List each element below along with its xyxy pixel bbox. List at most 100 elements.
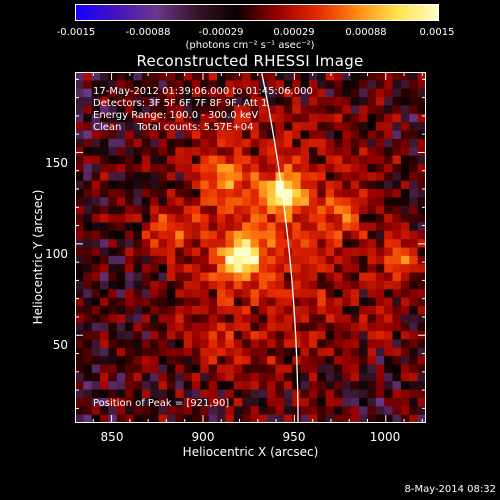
heatmap-cell (108, 414, 118, 423)
heatmap-cell (417, 197, 426, 207)
heatmap-cell (192, 138, 201, 148)
heatmap-cell (334, 230, 344, 240)
heatmap-cell (75, 138, 84, 148)
heatmap-cell (75, 189, 84, 198)
heatmap-cell (342, 180, 352, 190)
heatmap-cell (158, 356, 168, 366)
heatmap-cell (325, 97, 335, 107)
heatmap-cell (367, 172, 377, 182)
heatmap-cell (200, 347, 210, 357)
heatmap-cell (108, 172, 118, 182)
heatmap-cell (116, 289, 126, 299)
heatmap-cell (250, 180, 260, 190)
heatmap-cell (242, 222, 252, 232)
heatmap-cell (317, 105, 327, 115)
heatmap-cell (242, 264, 252, 274)
heatmap-cell (283, 247, 293, 257)
heatmap-cell (292, 255, 302, 265)
heatmap-cell (133, 113, 143, 123)
heatmap-cell (125, 414, 135, 423)
heatmap-cell (150, 222, 160, 232)
heatmap-cell (192, 214, 201, 224)
heatmap-cell (83, 122, 93, 132)
heatmap-cell (409, 239, 419, 249)
heatmap-cell (417, 414, 426, 423)
heatmap-cell (125, 72, 135, 81)
heatmap-cell (317, 138, 327, 148)
heatmap-cell (233, 280, 243, 290)
heatmap-cell (83, 372, 93, 382)
heatmap-cell (367, 406, 377, 416)
heatmap-cell (225, 372, 235, 382)
heatmap-cell (309, 189, 318, 198)
heatmap-cell (217, 381, 227, 391)
heatmap-cell (125, 272, 135, 282)
heatmap-cell (250, 280, 260, 290)
heatmap-cell (342, 397, 352, 407)
heatmap-cell (91, 222, 101, 232)
heatmap-cell (359, 272, 369, 282)
heatmap-cell (417, 364, 426, 374)
heatmap-cell (208, 289, 218, 299)
heatmap-cell (183, 130, 193, 140)
heatmap-cell (233, 314, 243, 324)
heatmap-cell (309, 147, 318, 157)
heatmap-cell (317, 113, 327, 123)
heatmap-cell (283, 214, 293, 224)
heatmap-cell (359, 322, 369, 332)
heatmap-cell (233, 72, 243, 81)
heatmap-cell (116, 314, 126, 324)
heatmap-cell (116, 297, 126, 307)
heatmap-cell (334, 163, 344, 173)
heatmap-cell (250, 205, 260, 215)
heatmap-cell (317, 280, 327, 290)
heatmap-cell (350, 88, 360, 98)
heatmap-cell (116, 80, 126, 90)
heatmap-cell (91, 356, 101, 366)
heatmap-cell (250, 88, 260, 98)
heatmap-cell (359, 197, 369, 207)
heatmap-cell (150, 331, 160, 341)
heatmap-cell (325, 381, 335, 391)
heatmap-cell (258, 105, 268, 115)
heatmap-cell (350, 197, 360, 207)
heatmap-cell (125, 130, 135, 140)
heatmap-cell (242, 97, 252, 107)
heatmap-cell (325, 356, 335, 366)
heatmap-cell (375, 222, 385, 232)
heatmap-cell (334, 105, 344, 115)
heatmap-cell (325, 322, 335, 332)
heatmap-cell (166, 197, 176, 207)
heatmap-cell (225, 230, 235, 240)
heatmap-cell (100, 130, 110, 140)
heatmap-cell (100, 189, 110, 198)
heatmap-cell (125, 105, 135, 115)
heatmap-cell (400, 314, 410, 324)
heatmap-cell (292, 205, 302, 215)
heatmap-cell (200, 364, 210, 374)
heatmap-cell (175, 214, 185, 224)
heatmap-cell (359, 113, 369, 123)
heatmap-cell (375, 230, 385, 240)
colorbar-tick: 0.00088 (345, 27, 387, 38)
heatmap-cell (283, 147, 293, 157)
heatmap-cell (417, 289, 426, 299)
heatmap-cell (400, 113, 410, 123)
heatmap-cell (367, 347, 377, 357)
heatmap-cell (267, 72, 277, 81)
heatmap-cell (133, 172, 143, 182)
heatmap-cell (375, 105, 385, 115)
heatmap-cell (392, 155, 402, 165)
heatmap-cell (392, 322, 402, 332)
heatmap-cell (283, 322, 293, 332)
heatmap-cell (183, 356, 193, 366)
heatmap-cell (283, 172, 293, 182)
heatmap-cell (116, 406, 126, 416)
heatmap-cell (108, 222, 118, 232)
heatmap-cell (375, 331, 385, 341)
heatmap-cell (317, 356, 327, 366)
heatmap-cell (384, 389, 394, 399)
heatmap-cell (375, 347, 385, 357)
chart-title: Reconstructed RHESSI Image (136, 52, 364, 70)
heatmap-cell (183, 113, 193, 123)
